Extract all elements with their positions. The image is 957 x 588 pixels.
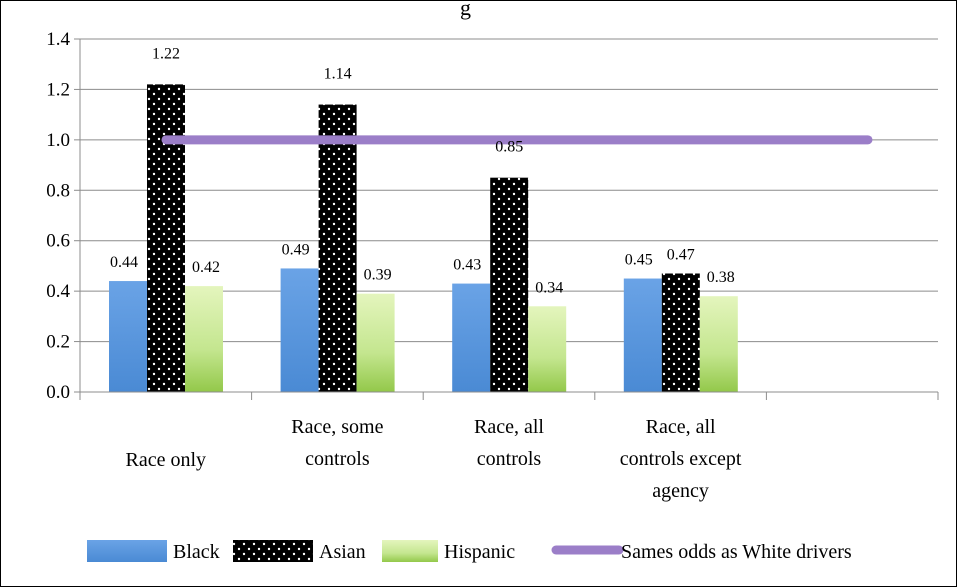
y-tick-label: 0.2	[46, 332, 70, 353]
data-label-asian-3: 0.85	[495, 139, 523, 156]
category-label-4: Race, all	[646, 416, 716, 438]
category-label-3: controls	[477, 448, 542, 470]
legend-swatch-hispanic	[382, 540, 438, 562]
bar-asian-2	[318, 104, 357, 393]
bar-asian-4	[661, 273, 700, 392]
legend-swatch-asian	[233, 540, 313, 562]
y-tick-label: 1.0	[46, 130, 70, 151]
legend-label-reference-line: Sames odds as White drivers	[621, 541, 852, 563]
y-tick-label: 1.4	[46, 29, 70, 50]
legend-label-black: Black	[173, 541, 220, 563]
legend-label-asian: Asian	[319, 541, 366, 563]
bar-black-2	[280, 268, 319, 392]
data-label-hispanic-2: 0.39	[364, 267, 392, 284]
bar-asian-3	[490, 177, 529, 392]
category-label-2: controls	[305, 448, 370, 470]
y-tick-label: 0.0	[46, 382, 70, 403]
category-labels: Race only Race, some controls Race, all cont…	[126, 416, 742, 502]
bar-hispanic-4	[699, 296, 738, 392]
legend: Black Asian Hispanic Sames odds as White dr…	[87, 540, 852, 563]
bar-black-3	[452, 283, 491, 392]
legend-label-hispanic: Hispanic	[444, 541, 515, 563]
chart-title-fragment: g	[460, 1, 471, 20]
legend-swatch-black	[87, 540, 167, 562]
category-label-2: Race, some	[291, 416, 383, 438]
bar-hispanic-1	[185, 286, 223, 392]
data-label-hispanic-4: 0.38	[707, 269, 735, 286]
data-label-black-1: 0.44	[110, 254, 138, 271]
axes	[79, 39, 939, 400]
y-axis-ticks: 0.0 0.2 0.4 0.6 0.8 1.0 1.2 1.4	[46, 29, 80, 403]
y-tick-label: 0.4	[46, 281, 70, 302]
category-label-4: agency	[652, 480, 709, 502]
category-label-3: Race, all	[474, 416, 544, 438]
bar-black-1	[109, 281, 147, 392]
data-label-black-3: 0.43	[453, 257, 481, 274]
data-labels: 0.44 0.49 0.43 0.45 1.22 1.14 0.85 0.47 0.42 0.39…	[110, 45, 735, 296]
bar-hispanic-2	[356, 293, 395, 392]
y-tick-label: 0.6	[46, 231, 70, 252]
data-label-black-4: 0.45	[625, 252, 653, 269]
data-label-asian-1: 1.22	[152, 45, 180, 62]
category-label-1: Race only	[126, 449, 207, 471]
bar-hispanic-3	[528, 306, 567, 392]
category-label-4: controls except	[620, 448, 742, 470]
bar-asian-1	[147, 84, 185, 392]
bars	[109, 84, 738, 393]
y-tick-label: 0.8	[46, 180, 70, 201]
data-label-black-2: 0.49	[282, 241, 310, 258]
data-label-asian-2: 1.14	[324, 66, 352, 83]
data-label-asian-4: 0.47	[667, 246, 695, 263]
bar-black-4	[623, 278, 662, 392]
data-label-hispanic-1: 0.42	[192, 259, 220, 276]
data-label-hispanic-3: 0.34	[535, 279, 563, 296]
y-tick-label: 1.2	[46, 79, 70, 100]
